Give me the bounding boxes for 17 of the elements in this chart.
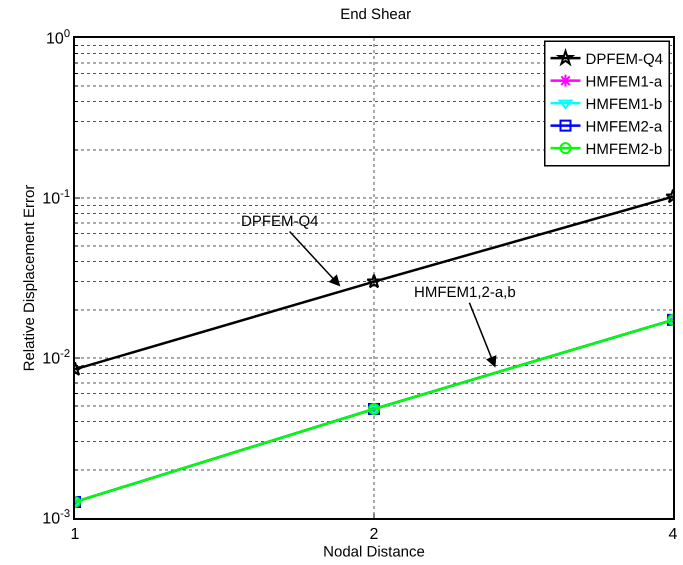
- legend-label: HMFEM1-b: [586, 96, 662, 113]
- x-tick-label: 2: [370, 526, 379, 543]
- chart-title: End Shear: [340, 6, 412, 23]
- annotation: DPFEM-Q4: [241, 213, 319, 230]
- legend-label: HMFEM2-b: [586, 141, 662, 158]
- y-axis-title: Relative Displacement Error: [21, 184, 38, 372]
- legend-label: DPFEM-Q4: [586, 51, 664, 68]
- y-tick-label: 10$^{0}$: [46, 28, 70, 48]
- x-tick-label: 4: [668, 526, 678, 543]
- legend-label: HMFEM2-a: [586, 118, 663, 136]
- y-tick-label: 10$^{-3}$: [42, 508, 70, 528]
- y-tick-label: 10$^{-2}$: [42, 348, 70, 368]
- legend-label: HMFEM1-a: [586, 74, 663, 90]
- y-tick-label: 10$^{-1}$: [42, 188, 70, 208]
- x-axis-title: Nodal Distance: [323, 543, 425, 560]
- annotation: HMFEM1,2-a,b: [414, 284, 516, 301]
- x-tick-label: 1: [70, 526, 80, 543]
